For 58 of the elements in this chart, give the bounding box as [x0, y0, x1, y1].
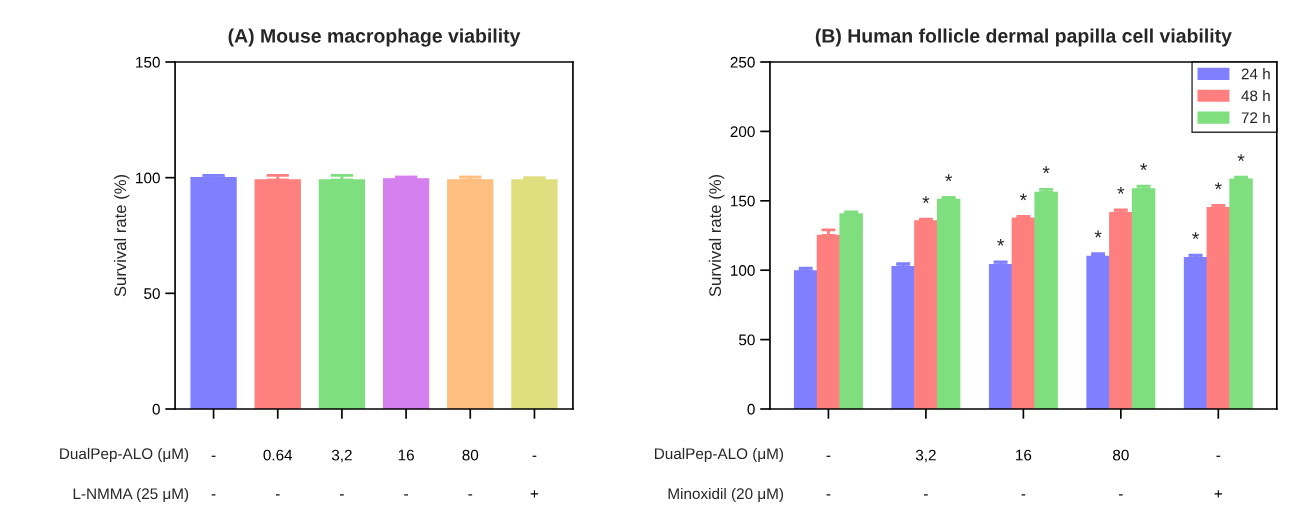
category-label: - + [1214, 455, 1223, 498]
legend-label: 72 h [1241, 111, 1270, 123]
category-label: 80 - [462, 449, 479, 496]
y-tick-label: 0 [747, 403, 755, 415]
category-label: 16 - [1016, 449, 1032, 496]
bar [1229, 178, 1253, 409]
bar [1206, 207, 1231, 409]
category-label: 3,2 - [915, 449, 936, 496]
bar [839, 213, 863, 409]
category-label: 3,2 - [331, 449, 352, 496]
bar [1109, 211, 1133, 409]
category-label: - - [826, 455, 831, 496]
category-label: 80 - [1113, 449, 1129, 496]
bar [1011, 217, 1036, 409]
data-label: * [1237, 154, 1245, 162]
bar [1034, 191, 1058, 409]
category-label: 16 - [398, 449, 414, 496]
y-axis-title: Survival rate (%) [113, 174, 130, 297]
data-label: * [1094, 230, 1102, 238]
y-tick-label: 250 [730, 56, 755, 68]
bar [1086, 255, 1110, 409]
category-label: - - [211, 455, 216, 496]
y-tick-label: 150 [136, 56, 160, 68]
y-tick-label: 100 [731, 265, 755, 276]
y-tick-label: 150 [731, 195, 755, 207]
bar [1183, 257, 1208, 409]
y-tick-label: 200 [730, 126, 755, 138]
y-tick-label: 50 [144, 288, 160, 300]
data-label: * [1140, 163, 1148, 171]
data-label: * [1117, 187, 1125, 194]
y-tick-label: 100 [136, 172, 160, 184]
chart-title: (A) Mouse macrophage viability [228, 28, 521, 47]
bar [793, 270, 818, 409]
data-label: * [997, 238, 1005, 246]
legend-label: 24 h [1241, 68, 1270, 80]
y-tick-label: 50 [738, 334, 755, 346]
bar [891, 266, 915, 409]
data-label: * [1019, 193, 1027, 201]
category-label: 0.64 - [263, 449, 293, 496]
data-label: * [1192, 232, 1200, 240]
legend-label: 48 h [1241, 90, 1270, 102]
chart-title: (B) Human follicle dermal papilla cell viability [815, 28, 1232, 47]
data-label: * [1214, 182, 1222, 190]
bar [816, 234, 841, 409]
bar [936, 198, 961, 409]
text: Minoxidil (20 μM) [668, 487, 784, 503]
bar [988, 263, 1013, 409]
text: L-NMMA (25 μM) [73, 487, 189, 503]
y-axis-title: Survival rate (%) [708, 174, 725, 297]
category-label: - + [530, 455, 539, 498]
text: DualPep-ALO (μM) [60, 447, 189, 463]
y-tick-label: 0 [152, 403, 160, 415]
data-label: * [945, 174, 953, 182]
bar [1131, 188, 1156, 409]
text: DualPep-ALO (μM) [655, 447, 784, 463]
bar [914, 220, 938, 409]
data-label: * [922, 196, 930, 204]
data-label: * [1042, 166, 1050, 174]
